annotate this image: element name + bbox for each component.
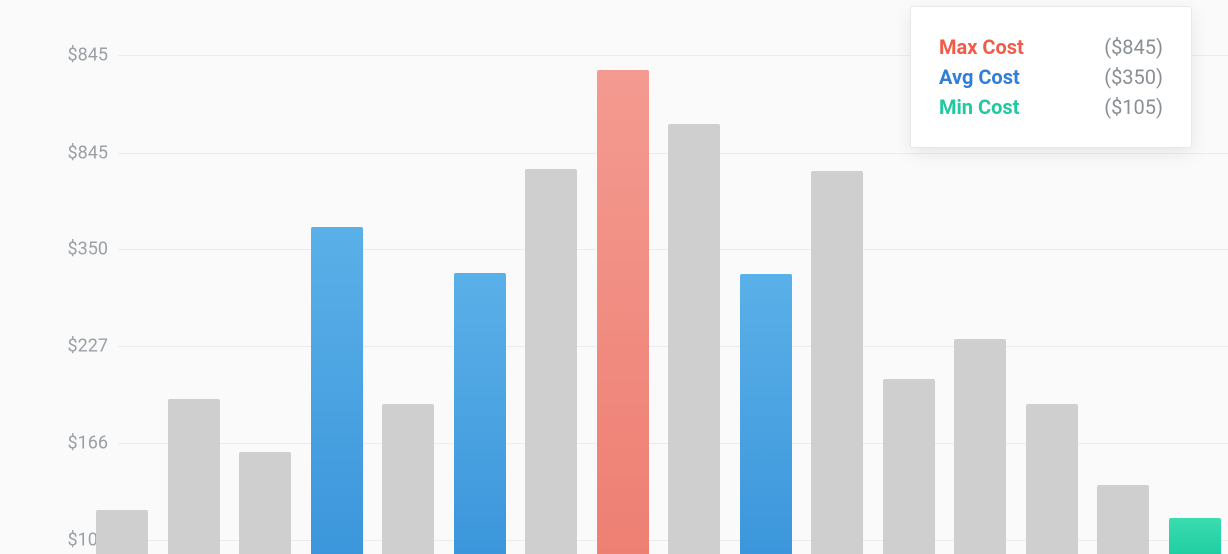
y-axis: $845 $845 $350 $227 $166 $105	[0, 0, 118, 554]
bar-0	[96, 510, 148, 554]
bar-5	[454, 273, 506, 554]
legend-value-avg: ($350)	[1104, 65, 1163, 89]
bar-12	[954, 339, 1006, 554]
bar-13	[1026, 404, 1078, 554]
bar-15	[1169, 518, 1221, 554]
y-tick-0: $845	[0, 45, 108, 66]
legend-label-min: Min Cost	[939, 95, 1019, 119]
y-tick-4: $166	[0, 433, 108, 454]
legend-label-avg: Avg Cost	[939, 65, 1020, 89]
bar-1	[168, 399, 220, 554]
bar-14	[1097, 485, 1149, 554]
legend-value-max: ($845)	[1104, 35, 1163, 59]
cost-bar-chart: $845 $845 $350 $227 $166 $105	[0, 0, 1228, 554]
y-tick-2: $350	[0, 239, 108, 260]
legend: Max Cost ($845) Avg Cost ($350) Min Cost…	[910, 6, 1192, 148]
legend-row-max: Max Cost ($845)	[939, 35, 1163, 59]
legend-label-max: Max Cost	[939, 35, 1024, 59]
y-tick-1: $845	[0, 143, 108, 164]
bar-2	[239, 452, 291, 554]
legend-row-avg: Avg Cost ($350)	[939, 65, 1163, 89]
bar-7	[597, 70, 649, 554]
bar-10	[811, 171, 863, 554]
bar-3	[311, 227, 363, 554]
legend-value-min: ($105)	[1104, 95, 1163, 119]
bar-8	[668, 124, 720, 554]
bar-9	[740, 274, 792, 554]
bar-11	[883, 379, 935, 554]
legend-row-min: Min Cost ($105)	[939, 95, 1163, 119]
bar-4	[382, 404, 434, 554]
y-tick-3: $227	[0, 336, 108, 357]
y-tick-5: $105	[0, 530, 108, 551]
bar-6	[525, 169, 577, 554]
